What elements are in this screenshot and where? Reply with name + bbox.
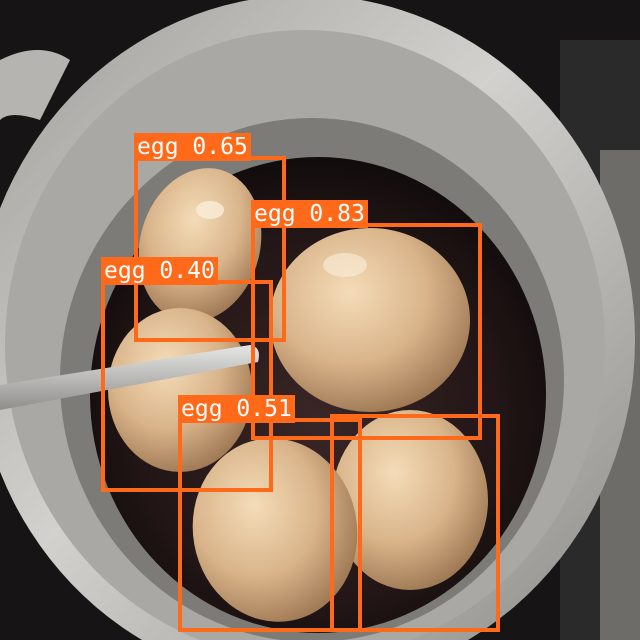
egg-bottom-right <box>332 410 488 590</box>
detection-label: egg 0.83 <box>251 200 368 228</box>
label-score: 0.83 <box>309 201 365 227</box>
label-score: 0.51 <box>236 396 292 422</box>
detection-label: egg 0.51 <box>178 395 295 423</box>
detection-label: egg 0.40 <box>101 257 218 285</box>
detection-label: egg 0.65 <box>134 133 251 161</box>
label-class: egg <box>181 396 223 422</box>
egg-bottom-left <box>192 438 358 622</box>
egg-large-center <box>270 228 470 412</box>
detection-box-unlabeled <box>330 414 500 632</box>
label-class: egg <box>104 258 146 284</box>
label-class: egg <box>254 201 296 227</box>
pot-handle <box>0 50 70 120</box>
spoon-handle <box>0 345 259 410</box>
label-score: 0.65 <box>192 134 248 160</box>
label-score: 0.40 <box>159 258 215 284</box>
label-class: egg <box>137 134 179 160</box>
egg-middle-left <box>108 308 252 472</box>
